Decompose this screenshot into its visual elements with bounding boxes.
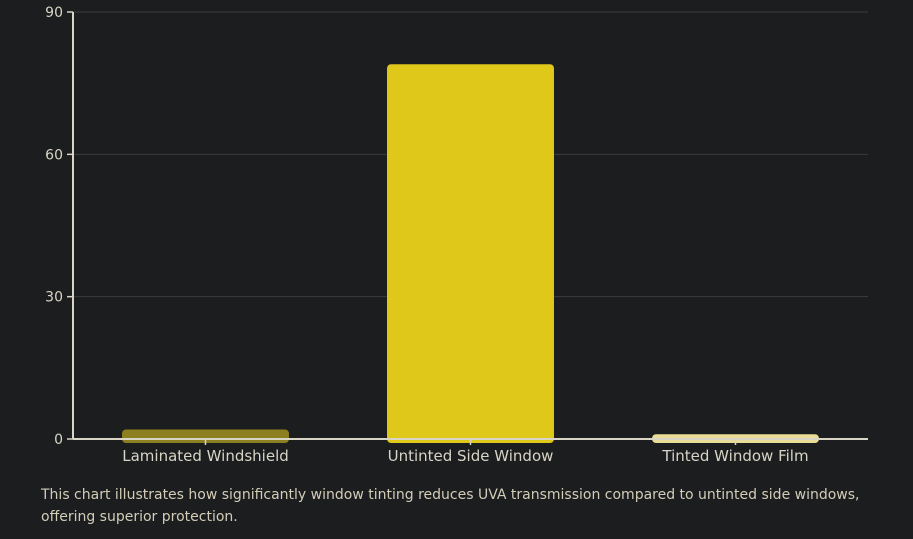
labels: 0 30 60 90 Laminated Windshield Untinted Side… bbox=[45, 5, 808, 465]
y-tick-label: 30 bbox=[45, 290, 63, 306]
x-tick-label: Laminated Windshield bbox=[122, 447, 289, 465]
axes bbox=[67, 11, 868, 445]
uva-bar-chart: 0 30 60 90 Laminated Windshield Untinted Side… bbox=[45, 5, 868, 465]
x-tick-label: Tinted Window Film bbox=[661, 447, 808, 465]
y-tick-label: 0 bbox=[54, 432, 63, 448]
chart-caption: This chart illustrates how significantly… bbox=[41, 487, 860, 525]
x-tick-label: Untinted Side Window bbox=[388, 447, 554, 465]
bar-untinted-side-window bbox=[387, 64, 554, 443]
y-tick-label: 60 bbox=[45, 147, 63, 163]
y-tick-label: 90 bbox=[45, 5, 63, 21]
bars bbox=[122, 64, 819, 443]
